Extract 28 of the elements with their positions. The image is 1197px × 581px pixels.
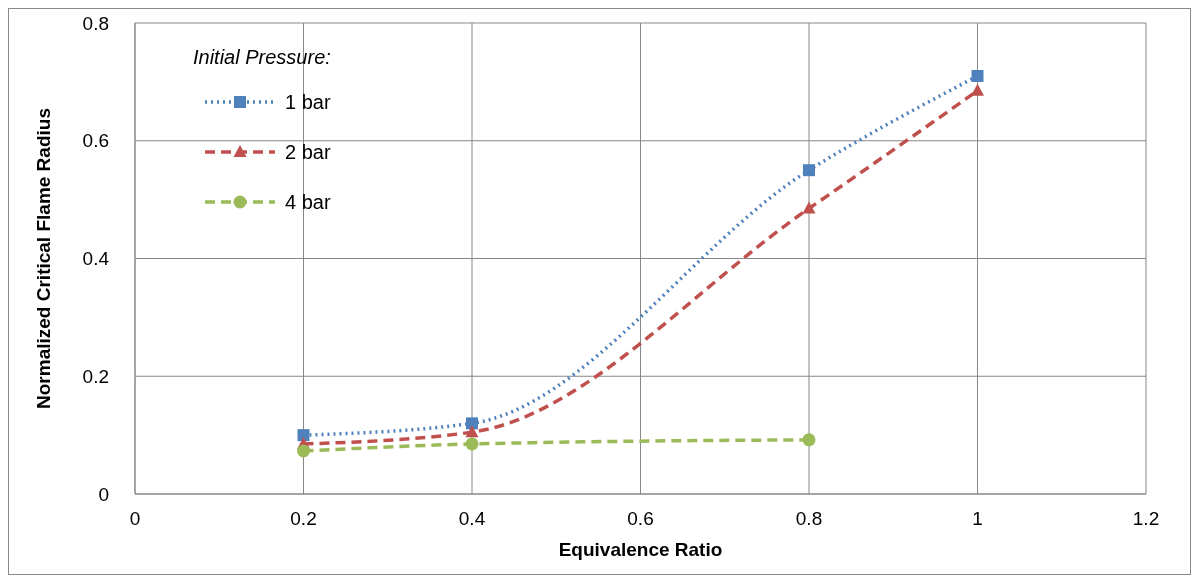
point bbox=[465, 425, 479, 438]
legend-label: 1 bar bbox=[285, 90, 331, 114]
y-axis-title: Normalized Critical Flame Radius bbox=[32, 108, 54, 409]
y-tick-label: 0.8 bbox=[82, 12, 109, 34]
point bbox=[465, 437, 479, 451]
point bbox=[297, 444, 310, 458]
y-tick-label: 0.2 bbox=[82, 365, 109, 387]
x-axis-title: Equivalence Ratio bbox=[558, 539, 723, 560]
point bbox=[297, 429, 310, 442]
point bbox=[971, 83, 984, 96]
x-tick-label: 0.4 bbox=[458, 508, 486, 530]
legend-label: 4 bar bbox=[285, 190, 331, 214]
point bbox=[802, 201, 816, 214]
x-tick-label: 0.6 bbox=[627, 508, 654, 530]
point bbox=[803, 164, 815, 177]
x-tick-label: 0.8 bbox=[795, 508, 823, 530]
x-tick-label: 0.2 bbox=[290, 508, 317, 530]
y-tick-label: 0.6 bbox=[82, 130, 109, 152]
point bbox=[466, 417, 478, 430]
y-tick-label: 0 bbox=[98, 483, 109, 505]
legend-title: Initial Pressure: bbox=[193, 46, 331, 69]
y-tick-label: 0.4 bbox=[82, 248, 110, 270]
legend-label: 2 bar bbox=[285, 140, 331, 164]
x-tick-label: 1.2 bbox=[1132, 508, 1160, 530]
x-tick-label: 0 bbox=[129, 508, 141, 530]
point bbox=[802, 433, 816, 447]
x-tick-label: 1 bbox=[972, 508, 983, 530]
point bbox=[971, 69, 984, 82]
